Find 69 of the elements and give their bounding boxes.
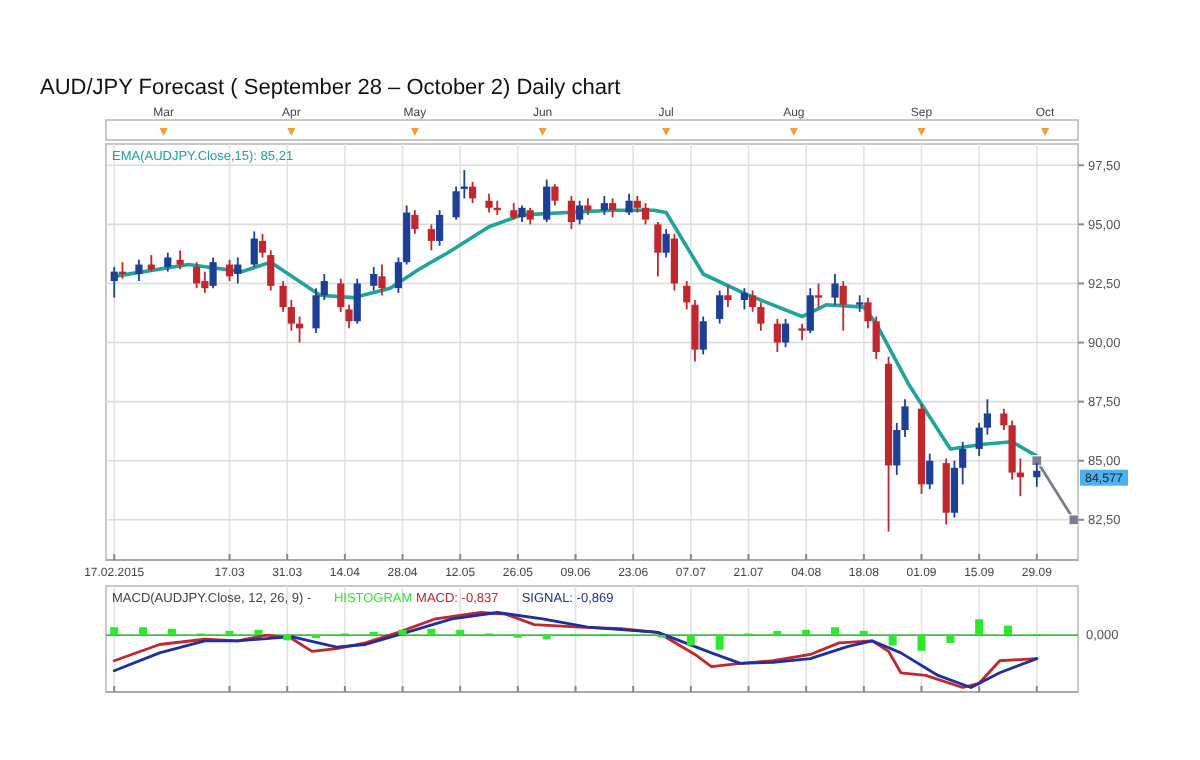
candlestick — [209, 256, 217, 290]
candlestick — [716, 289, 724, 325]
bar — [686, 635, 695, 646]
candlestick — [781, 318, 790, 349]
candlestick — [1000, 407, 1008, 431]
bar — [917, 635, 926, 651]
bar — [225, 630, 234, 636]
candlestick — [378, 263, 386, 297]
bar — [1003, 625, 1012, 636]
candlestick — [662, 228, 670, 259]
bar — [975, 619, 984, 636]
candlestick — [250, 230, 258, 268]
candlestick — [225, 258, 234, 282]
candlestick — [543, 178, 551, 223]
bar — [831, 627, 839, 636]
candlestick — [831, 273, 839, 306]
candlestick — [427, 223, 435, 252]
bar — [802, 629, 811, 636]
bar — [946, 635, 955, 643]
bar — [859, 630, 868, 636]
candlestick — [724, 284, 732, 308]
candlestick — [468, 180, 477, 204]
candlestick — [234, 256, 242, 285]
bar — [167, 628, 176, 636]
candlestick — [773, 318, 781, 353]
candlestick — [608, 197, 617, 219]
candlestick — [740, 287, 748, 311]
candlestick — [654, 221, 662, 278]
candlestick — [567, 195, 576, 230]
bar — [888, 635, 897, 646]
bar — [715, 635, 724, 650]
candlestick — [814, 282, 823, 308]
candlestick — [394, 256, 403, 294]
candlestick — [337, 277, 345, 313]
candlestick — [135, 258, 143, 282]
candlestick — [600, 195, 608, 216]
candlestick — [411, 209, 419, 235]
candlestick — [485, 192, 493, 214]
candlestick — [950, 459, 959, 519]
candlestick — [267, 249, 275, 292]
bar — [110, 627, 119, 636]
chart-title: AUD/JPY Forecast ( September 28 – October 2) Daily chart — [40, 76, 621, 100]
candlestick — [258, 232, 267, 259]
bar — [283, 635, 292, 641]
candlestick — [699, 315, 707, 356]
candlestick — [625, 192, 633, 216]
candlestick — [201, 270, 209, 294]
candlestick — [959, 440, 967, 486]
candlestick — [164, 251, 172, 273]
bar — [398, 629, 407, 636]
bar — [456, 629, 465, 636]
candlestick — [670, 232, 678, 292]
candlestick — [436, 209, 444, 247]
candlestick — [193, 261, 201, 290]
candlestick — [839, 280, 847, 332]
candlestick — [856, 294, 864, 313]
bar — [427, 628, 436, 636]
candlestick — [576, 199, 584, 226]
candlestick — [110, 266, 118, 299]
bar — [139, 627, 148, 636]
bar — [254, 629, 263, 636]
bar — [773, 630, 782, 636]
candlestick — [806, 287, 814, 334]
candlestick — [353, 277, 361, 325]
candlestick — [370, 266, 378, 292]
candlestick — [551, 183, 559, 207]
candlestick — [641, 202, 650, 226]
candlestick — [176, 249, 184, 271]
candlestick — [926, 452, 934, 490]
